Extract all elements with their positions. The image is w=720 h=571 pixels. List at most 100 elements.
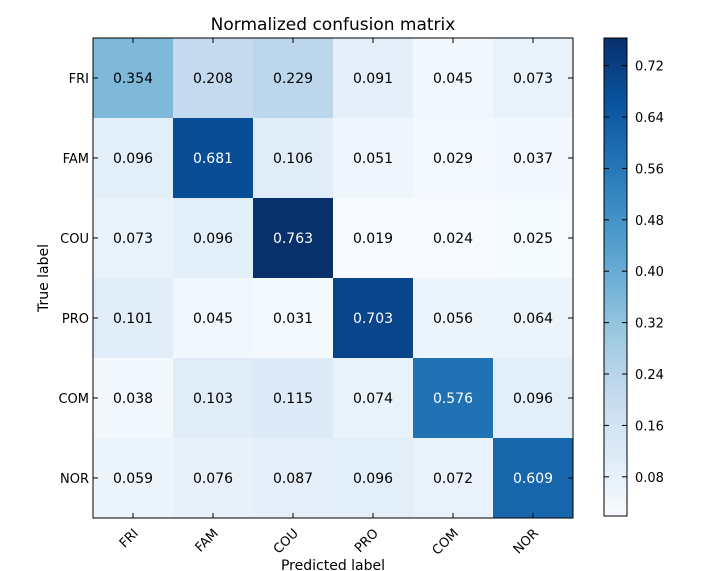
cell-value-label: 0.087	[273, 471, 313, 487]
heatmap-cell	[413, 358, 493, 438]
cell-value-label: 0.106	[273, 151, 313, 167]
cell-value-label: 0.096	[353, 471, 393, 487]
cell-value-label: 0.072	[433, 471, 473, 487]
cell-value-label: 0.076	[193, 471, 233, 487]
cell-value-label: 0.096	[113, 151, 153, 167]
heatmap-cell	[413, 198, 493, 278]
heatmap-cell	[493, 278, 573, 358]
colorbar-tick-label: 0.40	[635, 265, 664, 280]
heatmap-cell	[173, 198, 253, 278]
colorbar-tick-label: 0.48	[635, 214, 664, 229]
heatmap-cell	[493, 438, 573, 518]
y-tick-label: COU	[60, 232, 89, 247]
colorbar-tick-label: 0.32	[635, 317, 664, 332]
cell-value-label: 0.763	[273, 231, 313, 247]
cell-value-label: 0.208	[193, 71, 233, 87]
x-tick-label: PRO	[352, 526, 382, 556]
cell-value-label: 0.096	[193, 231, 233, 247]
heatmap-cell	[493, 198, 573, 278]
heatmap-cell	[173, 118, 253, 198]
heatmap-cell	[333, 198, 413, 278]
heatmap-cell	[93, 278, 173, 358]
heatmap-cell	[493, 358, 573, 438]
heatmap-cell	[333, 278, 413, 358]
heatmap-cell	[173, 438, 253, 518]
x-tick-label: NOR	[511, 526, 542, 557]
cell-value-label: 0.576	[433, 391, 473, 407]
x-tick-label: COM	[430, 526, 462, 558]
cell-value-label: 0.038	[113, 391, 153, 407]
heatmap-cell	[253, 38, 333, 118]
heatmap-cell	[493, 38, 573, 118]
heatmap-cell	[253, 198, 333, 278]
y-tick-label: FAM	[63, 152, 89, 167]
y-tick-label: COM	[58, 392, 89, 407]
colorbar-tick-label: 0.16	[635, 419, 664, 434]
cell-value-label: 0.091	[353, 71, 393, 87]
colorbar-tick-label: 0.24	[635, 368, 664, 383]
cell-value-label: 0.029	[433, 151, 473, 167]
heatmap-cell	[413, 438, 493, 518]
heatmap-cell	[333, 118, 413, 198]
cell-value-label: 0.229	[273, 71, 313, 87]
plot-frame	[92, 37, 574, 519]
cell-value-label: 0.073	[113, 231, 153, 247]
heatmap-cell	[93, 358, 173, 438]
cell-value-label: 0.101	[113, 311, 153, 327]
cell-value-label: 0.074	[353, 391, 393, 407]
y-axis-ticks: FRI FAM COU PRO COM NOR	[58, 72, 573, 487]
cell-value-label: 0.064	[513, 311, 553, 327]
cell-value-label: 0.073	[513, 71, 553, 87]
y-tick-label: PRO	[62, 312, 89, 327]
y-axis-label: True label	[36, 244, 52, 313]
cell-value-label: 0.037	[513, 151, 553, 167]
cell-value-label: 0.609	[513, 471, 553, 487]
heatmap-cell	[93, 38, 173, 118]
heatmap-cell	[333, 38, 413, 118]
cell-value-label: 0.103	[193, 391, 233, 407]
x-tick-label: FRI	[117, 526, 142, 551]
heatmap-cells	[93, 38, 573, 518]
heatmap-cell	[173, 358, 253, 438]
cell-value-label: 0.019	[353, 231, 393, 247]
cell-value-label: 0.354	[113, 71, 153, 87]
colorbar: 0.08 0.16 0.24 0.32 0.40 0.48 0.56 0.64 0.72	[603, 37, 664, 517]
heatmap-cell	[413, 278, 493, 358]
cell-value-label: 0.045	[433, 71, 473, 87]
cell-value-label: 0.045	[193, 311, 233, 327]
cell-value-label: 0.681	[193, 151, 233, 167]
heatmap-cell	[253, 278, 333, 358]
heatmap-cell	[333, 438, 413, 518]
cell-value-label: 0.031	[273, 311, 313, 327]
cell-value-label: 0.051	[353, 151, 393, 167]
cell-value-label: 0.115	[273, 391, 313, 407]
heatmap-cell	[493, 118, 573, 198]
heatmap-cell	[333, 358, 413, 438]
colorbar-tick-label: 0.72	[635, 60, 664, 75]
cell-value-labels: 0.354 0.208 0.229 0.091 0.045 0.073 0.096 0.681…	[113, 71, 553, 487]
heatmap-cell	[93, 118, 173, 198]
heatmap-cell	[173, 278, 253, 358]
cell-value-label: 0.024	[433, 231, 473, 247]
heatmap-cell	[173, 38, 253, 118]
cell-value-label: 0.703	[353, 311, 393, 327]
heatmap-cell	[413, 118, 493, 198]
colorbar-tick-label: 0.64	[635, 111, 664, 126]
colorbar-tick-label: 0.08	[635, 471, 664, 486]
colorbar-tick-label: 0.56	[635, 162, 664, 177]
heatmap-cell	[93, 198, 173, 278]
heatmap-cell	[253, 438, 333, 518]
heatmap-cell	[413, 38, 493, 118]
cell-value-label: 0.059	[113, 471, 153, 487]
chart-title: Normalized confusion matrix	[211, 15, 456, 35]
x-axis-label: Predicted label	[281, 558, 385, 571]
heatmap-cell	[253, 118, 333, 198]
colorbar-gradient	[603, 37, 628, 517]
x-tick-label: COU	[271, 526, 302, 557]
y-tick-label: FRI	[69, 72, 89, 87]
colorbar-ticks: 0.08 0.16 0.24 0.32 0.40 0.48 0.56 0.64 0.72	[604, 60, 664, 486]
cell-value-label: 0.025	[513, 231, 553, 247]
x-tick-label: FAM	[193, 526, 222, 555]
cell-value-label: 0.096	[513, 391, 553, 407]
